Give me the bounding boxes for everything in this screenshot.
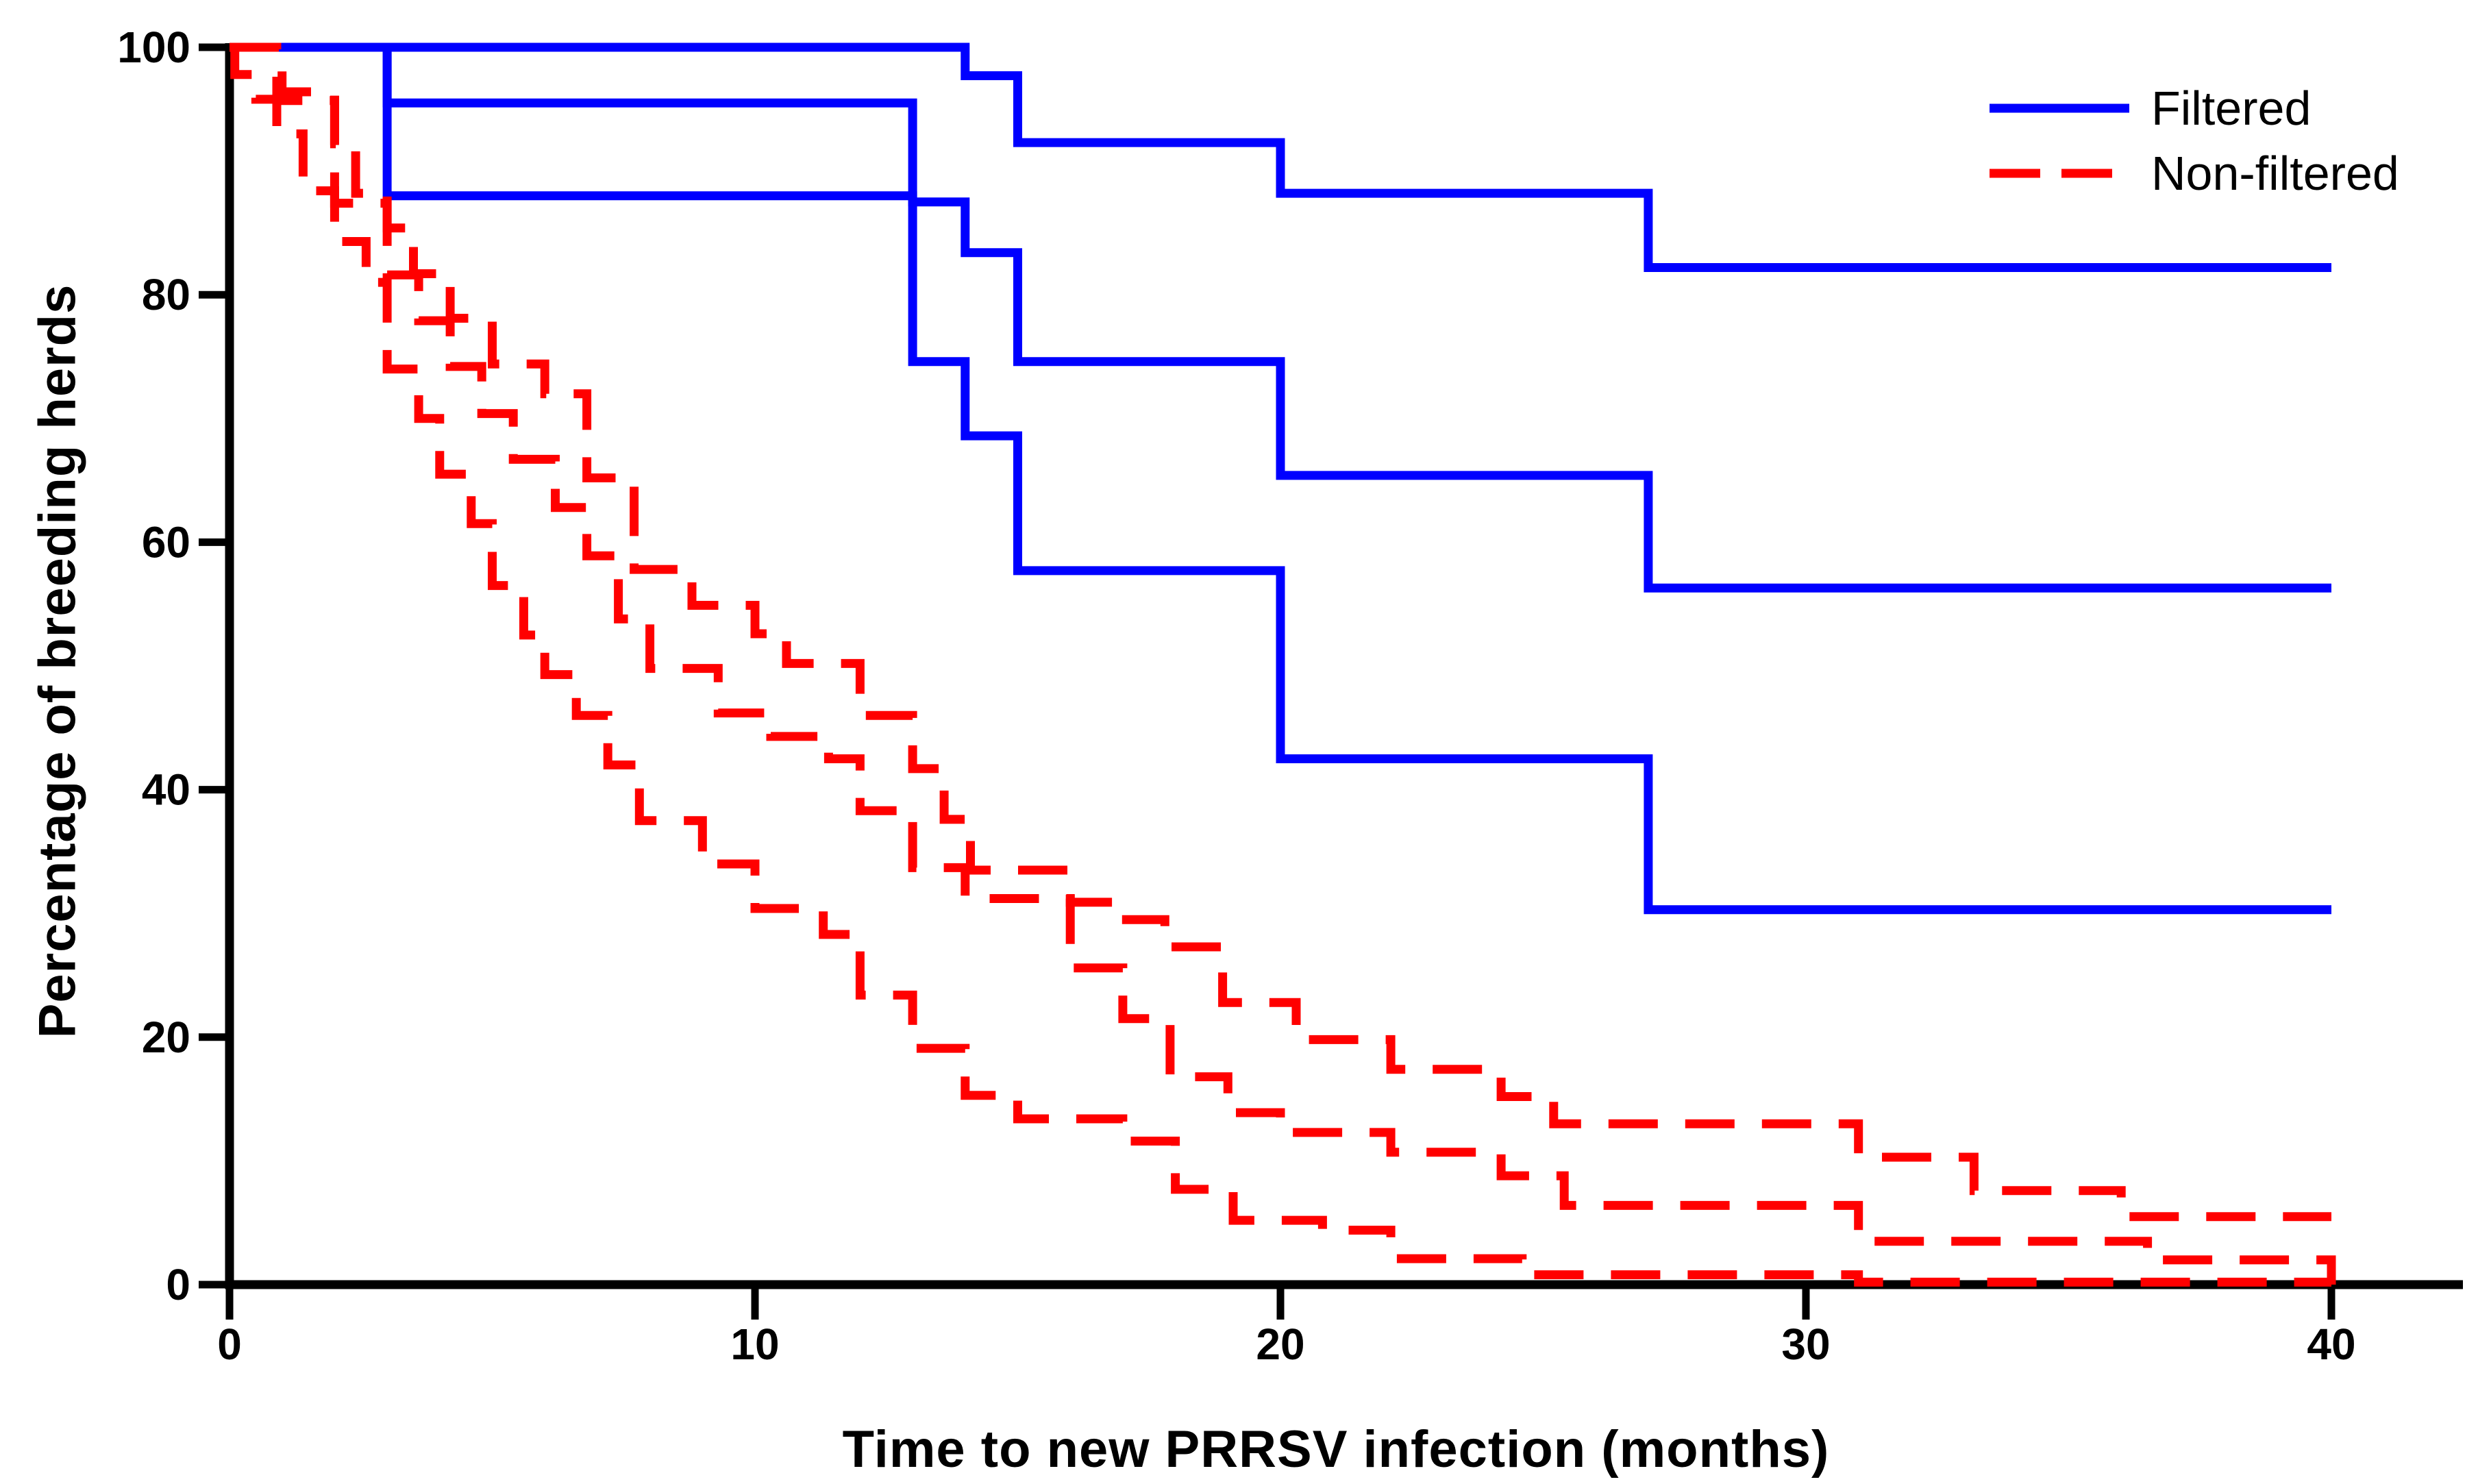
legend-layer: Filtered Non-filtered [1990,82,2399,200]
y-tick-label: 40 [142,765,190,815]
y-tick-label: 0 [166,1260,190,1309]
legend-label: Filtered [2151,82,2311,135]
y-tick-label: 100 [117,23,190,72]
x-tick-label: 30 [1781,1320,1830,1369]
y-axis-title: Percentage of breeding herds [28,284,87,1039]
series-path-nonfiltered-estimate [230,42,2336,1285]
series-path-filtered-estimate [230,42,2331,593]
x-tick-label: 20 [1256,1320,1304,1369]
series-path-filtered-upper-ci [230,42,2331,272]
y-tick-label: 60 [142,517,190,567]
y-tick-label: 80 [142,270,190,319]
series-path-filtered-lower-ci [230,42,2331,915]
series-layer [230,42,2336,1287]
axes-layer: 0 20 40 60 80 100 0 10 20 30 40 [117,23,2463,1369]
series-path-nonfiltered-lower-ci [230,42,2331,1287]
y-tick-label: 20 [142,1013,190,1062]
series-path-nonfiltered-upper-ci [230,42,2331,1222]
legend-label: Non-filtered [2151,147,2399,200]
x-tick-label: 10 [730,1320,779,1369]
x-axis-title: Time to new PRRSV infection (months) [842,1420,1830,1479]
x-tick-label: 40 [2307,1320,2355,1369]
x-tick-label: 0 [217,1320,242,1369]
